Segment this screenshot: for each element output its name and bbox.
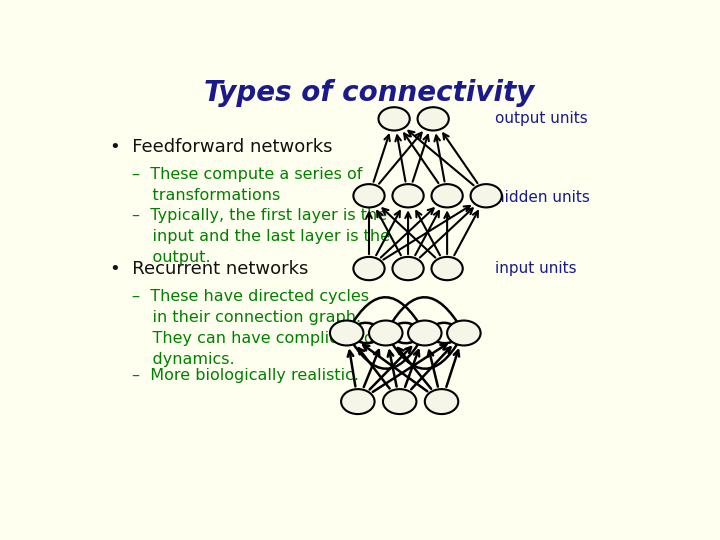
Circle shape [369, 321, 402, 346]
Circle shape [408, 321, 441, 346]
Text: –  Typically, the first layer is the
    input and the last layer is the
    out: – Typically, the first layer is the inpu… [132, 208, 390, 265]
Circle shape [330, 321, 364, 346]
Text: •  Recurrent networks: • Recurrent networks [109, 260, 308, 278]
Text: •  Feedforward networks: • Feedforward networks [109, 138, 332, 156]
Text: –  More biologically realistic.: – More biologically realistic. [132, 368, 359, 383]
Text: hidden units: hidden units [495, 191, 590, 205]
Circle shape [471, 184, 502, 207]
Circle shape [379, 107, 410, 131]
Circle shape [425, 389, 459, 414]
Text: –  These have directed cycles
    in their connection graph.
    They can have c: – These have directed cycles in their co… [132, 289, 374, 367]
Circle shape [383, 389, 416, 414]
Circle shape [354, 257, 384, 280]
Circle shape [392, 257, 423, 280]
Text: input units: input units [495, 261, 576, 276]
Text: output units: output units [495, 111, 588, 126]
Text: Types of connectivity: Types of connectivity [204, 79, 534, 107]
Text: –  These compute a series of
    transformations: – These compute a series of transformati… [132, 167, 362, 202]
Circle shape [431, 184, 463, 207]
Circle shape [431, 257, 463, 280]
Circle shape [418, 107, 449, 131]
Circle shape [341, 389, 374, 414]
Circle shape [354, 184, 384, 207]
Circle shape [447, 321, 481, 346]
Circle shape [392, 184, 423, 207]
